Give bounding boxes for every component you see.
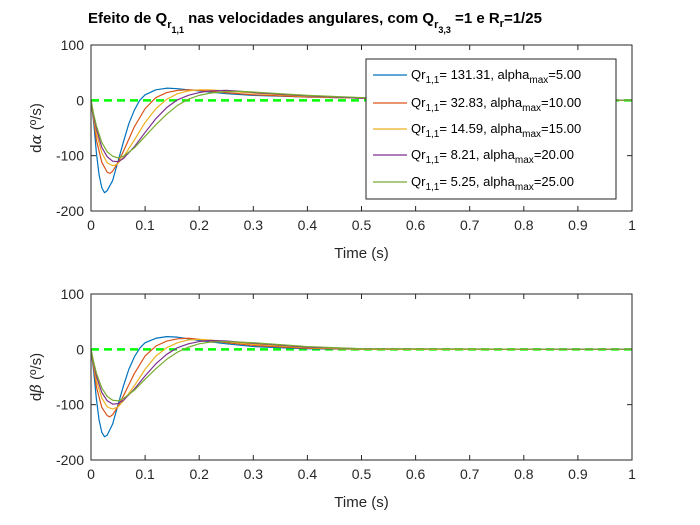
x-tick-label: 0.2 (189, 217, 209, 233)
series-layer (90, 336, 633, 438)
x-axis-label: Time (s) (334, 245, 388, 262)
y-tick-label: 0 (76, 341, 84, 357)
y-tick-label: 0 (76, 92, 84, 108)
x-tick-label: 0.8 (514, 466, 534, 482)
y-label-prefix: d (28, 145, 45, 153)
y-tick-label: -200 (56, 452, 84, 468)
title-subsub-2: 3,3 (438, 25, 451, 35)
x-tick-label: 1 (628, 217, 636, 233)
x-tick-label: 0.8 (514, 217, 534, 233)
x-tick-label: 0.6 (406, 217, 426, 233)
x-tick-label: 0.1 (135, 466, 155, 482)
x-tick-label: 0.4 (298, 217, 318, 233)
y-label-symbol: β (27, 384, 45, 394)
x-tick-label: 0.6 (406, 466, 426, 482)
x-tick-label: 0.4 (298, 466, 318, 482)
y-tick-label: 100 (61, 286, 85, 302)
title-subsub-1: 1,1 (171, 25, 184, 35)
legend-entry: Qr1,1= 131.31, alphamax=5.00 (373, 67, 581, 86)
axes-box (90, 293, 633, 461)
x-tick-label: 0.1 (135, 217, 155, 233)
x-tick-label: 1 (628, 466, 636, 482)
x-tick-label: 0.3 (244, 466, 264, 482)
y-label-symbol: α (27, 134, 45, 144)
y-label-unit: (º/s) (28, 353, 45, 384)
y-axis-label: dβ (º/s) (27, 353, 45, 401)
x-tick-label: 0 (87, 466, 95, 482)
x-tick-label: 0.9 (568, 217, 588, 233)
x-tick-label: 0.2 (189, 466, 209, 482)
y-label-unit: (º/s) (28, 103, 45, 134)
plot-area (91, 294, 632, 460)
title-sub-3: r (500, 18, 505, 30)
x-tick-label: 0.9 (568, 466, 588, 482)
title-part-2: nas velocidades angulares, com Q (184, 10, 434, 27)
x-tick-label: 0 (87, 217, 95, 233)
y-label-prefix: d (28, 393, 45, 401)
title-sub-2: r (434, 19, 439, 31)
x-axis-ticks: 0 0.1 0.2 0.3 0.4 0.5 0.6 0.7 0.8 0.9 1 (87, 294, 636, 482)
x-axis-label: Time (s) (334, 494, 388, 511)
series-line (90, 336, 632, 438)
series-line (90, 337, 632, 418)
title-sub-1: r (167, 19, 172, 31)
legend-entry: Qr1,1= 8.21, alphamax=20.00 (373, 147, 574, 166)
title-part-3: =1 e R (451, 10, 500, 27)
y-tick-label: 100 (61, 37, 85, 53)
legend-box (365, 58, 617, 200)
x-axis-ticks: 0 0.1 0.2 0.3 0.4 0.5 0.6 0.7 0.8 0.9 1 (87, 45, 636, 233)
y-tick-label: -100 (56, 397, 84, 413)
series-line (90, 338, 632, 410)
top-subplot: 100 0 -100 -200 0 0.1 0.2 0.3 0.4 0.5 0.6 0.7 0.8 0.… (27, 37, 636, 262)
x-tick-label: 0.7 (460, 466, 480, 482)
legend: Qr1,1= 131.31, alphamax=5.00 Qr1,1= 32.8… (365, 58, 617, 200)
title-part-4: =1/25 (504, 10, 542, 27)
y-axis-ticks: 100 0 -100 -200 (56, 37, 632, 219)
legend-label: Qr1,1= 131.31, alphamax=5.00 (411, 67, 581, 86)
series-line (90, 340, 633, 402)
title-part-1: Efeito de Q (88, 10, 168, 27)
x-tick-label: 0.3 (244, 217, 264, 233)
legend-label: Qr1,1= 32.83, alphamax=10.00 (411, 95, 581, 114)
x-tick-label: 0.7 (460, 217, 480, 233)
y-tick-label: -200 (56, 203, 84, 219)
x-tick-label: 0.5 (352, 217, 372, 233)
x-tick-label: 0.5 (352, 466, 372, 482)
legend-label: Qr1,1= 14.59, alphamax=15.00 (411, 121, 581, 140)
legend-entry: Qr1,1= 32.83, alphamax=10.00 (373, 95, 581, 114)
y-tick-label: -100 (56, 148, 84, 164)
axes-box (90, 44, 633, 212)
y-axis-label: dα (º/s) (27, 103, 45, 153)
legend-entry: Qr1,1= 14.59, alphamax=15.00 (373, 121, 581, 140)
y-axis-ticks: 100 0 -100 -200 (56, 286, 632, 468)
legend-label: Qr1,1= 5.25, alphamax=25.00 (411, 174, 574, 193)
legend-label: Qr1,1= 8.21, alphamax=20.00 (411, 147, 574, 166)
bottom-subplot: 100 0 -100 -200 0 0.1 0.2 0.3 0.4 0.5 0.6 0.7 0.8 0.… (27, 286, 636, 511)
chart-title: Efeito de Qr1,1 nas velocidades angulare… (88, 10, 542, 35)
legend-entry: Qr1,1= 5.25, alphamax=25.00 (373, 174, 574, 193)
